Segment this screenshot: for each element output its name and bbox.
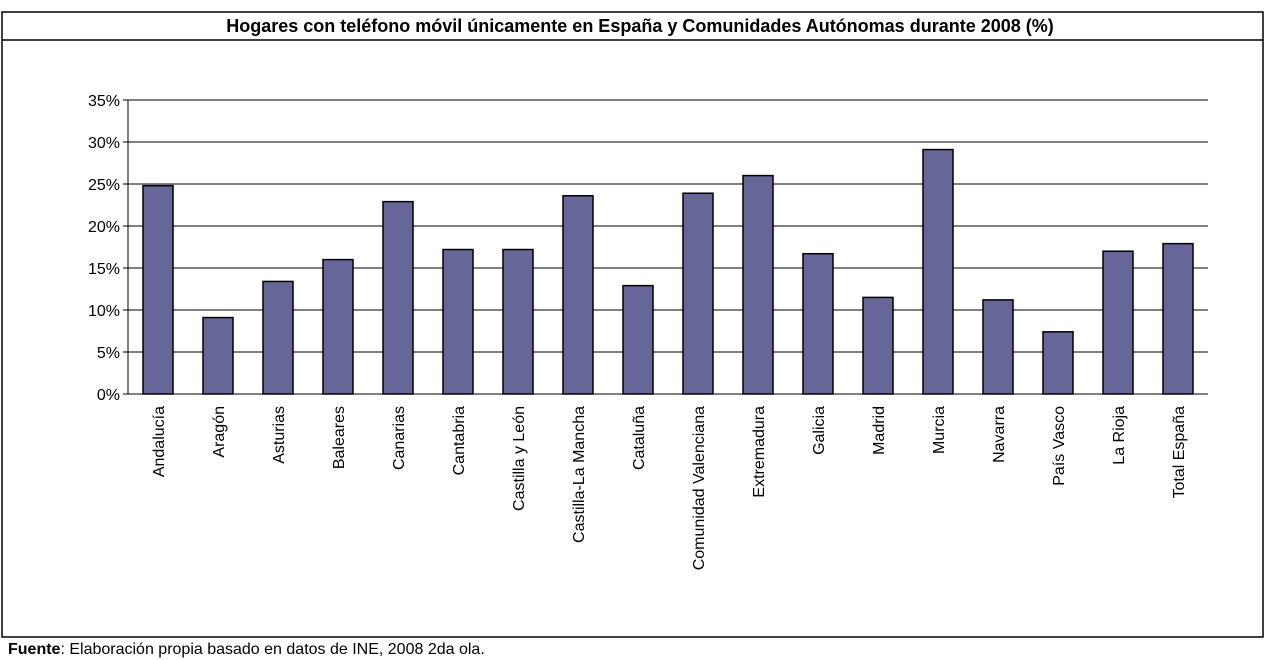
x-tick-label: Cataluña (631, 406, 648, 470)
bar (322, 258, 354, 395)
y-tick-label: 30% (88, 135, 120, 152)
x-tick-label: Murcia (931, 406, 948, 454)
x-tick-label: Comunidad Valenciana (691, 406, 708, 570)
bar (922, 148, 954, 395)
x-tick-label: Aragón (211, 406, 228, 458)
x-tick-label: Extremadura (751, 406, 768, 498)
bar (562, 195, 594, 395)
bar (1042, 331, 1074, 395)
bar (1102, 250, 1134, 395)
x-tick-label: Castilla y León (511, 406, 528, 511)
y-tick-label: 35% (88, 93, 120, 110)
y-tick-label: 10% (88, 303, 120, 320)
bar (142, 184, 174, 395)
bar (622, 284, 654, 395)
y-tick-label: 15% (88, 261, 120, 278)
x-tick-label: Total España (1171, 406, 1188, 499)
bar (1162, 242, 1194, 395)
y-tick-label: 25% (88, 177, 120, 194)
bar (502, 248, 534, 395)
y-tick-label: 20% (88, 219, 120, 236)
chart-title: Hogares con teléfono móvil únicamente en… (226, 16, 1054, 36)
source-text: : Elaboración propia basado en datos de … (60, 641, 484, 658)
bar (262, 280, 294, 395)
x-tick-label: País Vasco (1051, 406, 1068, 486)
x-tick-label: Castilla-La Mancha (571, 406, 588, 543)
x-tick-label: Madrid (871, 406, 888, 455)
bar (382, 200, 414, 395)
x-tick-label: Navarra (991, 406, 1008, 463)
bar (682, 192, 714, 395)
x-tick-label: Galicia (811, 406, 828, 455)
x-tick-label: Asturias (271, 406, 288, 464)
bar (862, 296, 894, 395)
x-tick-label: Baleares (331, 406, 348, 469)
bar (742, 174, 774, 395)
x-tick-label: Canarias (391, 406, 408, 470)
bar (442, 248, 474, 395)
y-tick-label: 0% (97, 387, 120, 404)
bar (802, 252, 834, 395)
bar (202, 316, 234, 395)
x-tick-label: La Rioja (1111, 406, 1128, 465)
source-label: Fuente (8, 641, 61, 658)
x-tick-label: Andalucía (151, 406, 168, 477)
bar (982, 299, 1014, 395)
source-note: Fuente: Elaboración propia basado en dat… (8, 641, 485, 658)
y-tick-label: 5% (97, 345, 120, 362)
x-tick-label: Cantabria (451, 406, 468, 475)
